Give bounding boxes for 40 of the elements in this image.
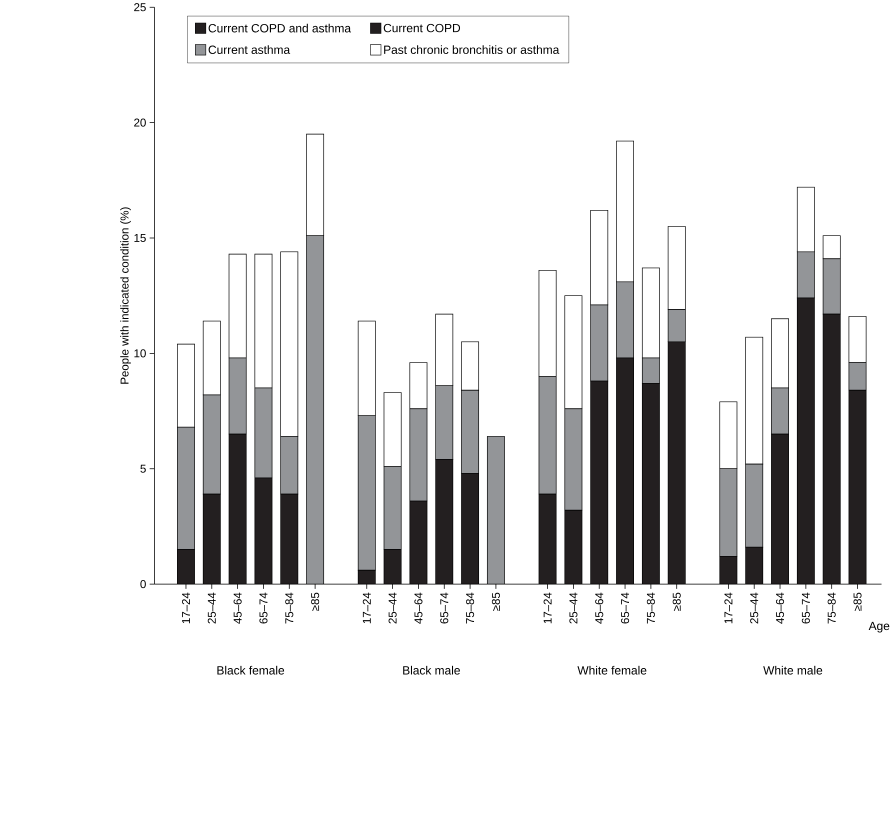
x-tick-label: 25–44 [750, 592, 758, 624]
y-tick-label: 10 [134, 349, 146, 358]
text: Black male [403, 666, 460, 674]
legend-label: Current asthma [208, 45, 290, 54]
x-tick-label: 17–24 [724, 592, 732, 624]
y-axis-title: People with indicated condition (%) [120, 207, 131, 384]
x-tick-label: 45–64 [414, 592, 422, 624]
x-tick-label: 75–84 [828, 592, 836, 624]
x-tick-label: ≥85 [311, 592, 320, 611]
x-tick-label: 65–74 [259, 592, 268, 624]
x-tick-label: 45–64 [234, 592, 242, 624]
x-tick-label: ≥85 [672, 592, 681, 611]
x-tick-label: 75–84 [646, 592, 655, 624]
y-tick-label: 20 [134, 118, 146, 126]
text: Black female [217, 666, 284, 674]
legend-label: Current COPD [384, 24, 460, 32]
x-tick-label: 17–24 [182, 592, 190, 624]
y-tick-label: 25 [134, 3, 146, 12]
x-tick-label: 25–44 [208, 592, 216, 624]
x-tick-label: ≥85 [853, 592, 862, 611]
text: White female [577, 666, 646, 674]
x-tick-label: 65–74 [440, 592, 448, 624]
x-tick-label: ≥85 [492, 592, 500, 611]
x-tick-label: 75–84 [285, 592, 294, 624]
x-tick-label: 25–44 [569, 592, 578, 624]
legend-label: Past chronic bronchitis or asthma [384, 45, 560, 54]
x-tick-label: 75–84 [466, 592, 474, 624]
text: White male [763, 666, 822, 674]
x-axis-title: Age [868, 622, 890, 632]
x-tick-label: 45–64 [776, 592, 784, 624]
legend-label: Current COPD and asthma [208, 24, 352, 32]
x-tick-label: 65–74 [802, 592, 810, 624]
y-tick-label: 15 [134, 234, 146, 242]
x-tick-label: 45–64 [595, 592, 604, 624]
x-tick-label: 25–44 [388, 592, 397, 624]
x-tick-label: 17–24 [362, 592, 371, 624]
y-tick-label: 0 [140, 580, 146, 588]
y-tick-label: 5 [140, 464, 146, 473]
x-tick-label: 17–24 [544, 592, 552, 624]
x-tick-label: 65–74 [621, 592, 630, 624]
